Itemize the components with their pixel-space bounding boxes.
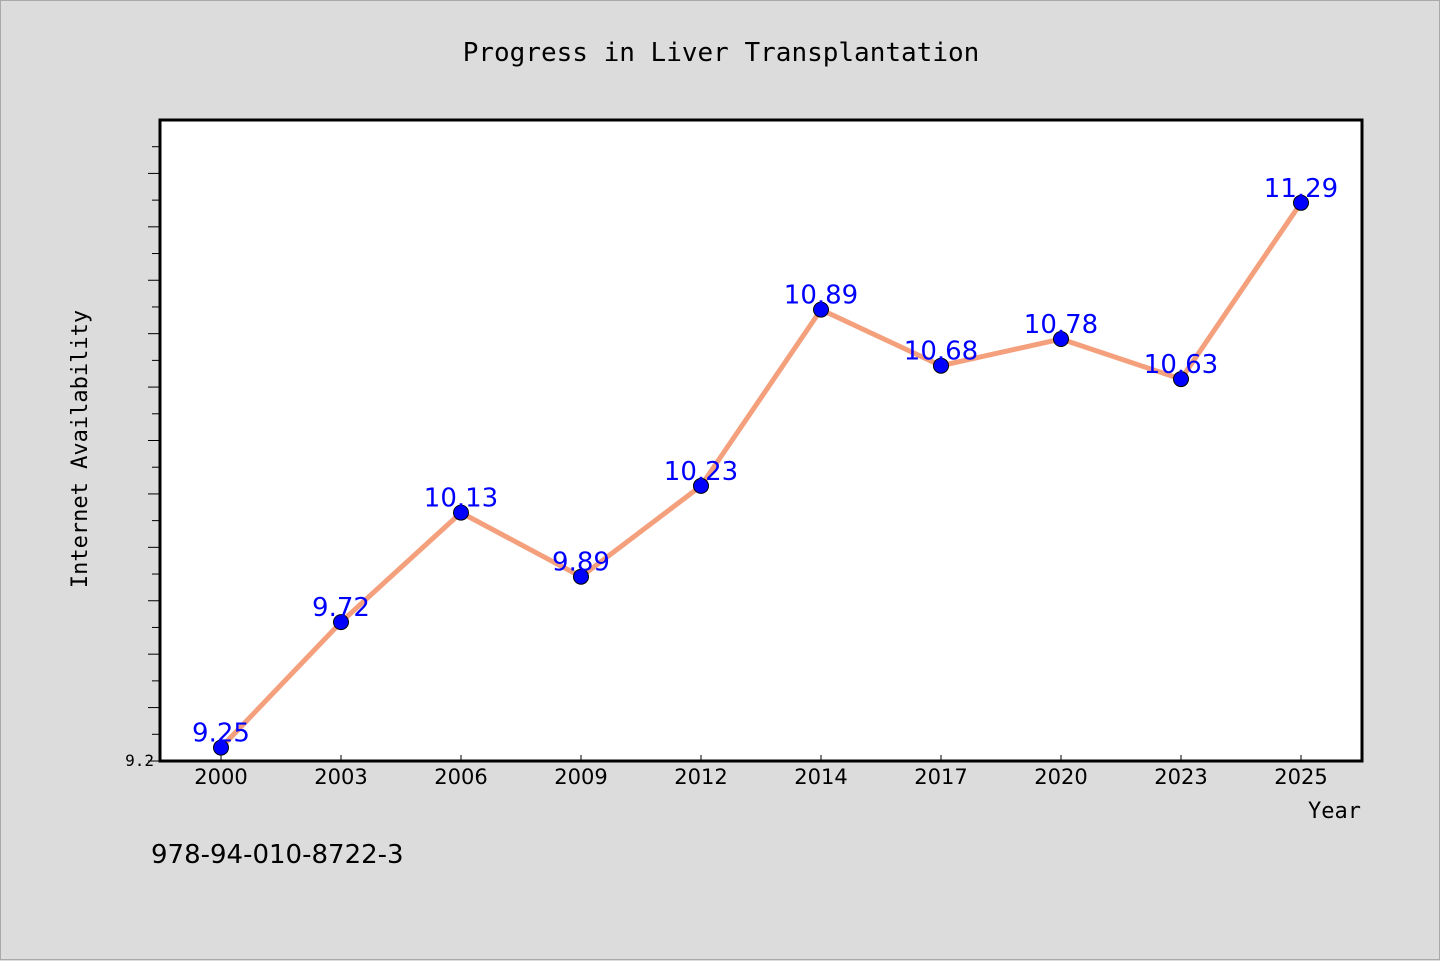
- chart-title: Progress in Liver Transplantation: [463, 38, 980, 68]
- x-axis-ticks: 2000 2003 2006 2009 2012 2014 2017 2020 2023 2025: [194, 755, 1328, 789]
- series-line: [218, 200, 1304, 751]
- data-point: [573, 568, 589, 585]
- data-point: [1293, 194, 1309, 211]
- data-label: 11.29: [1264, 174, 1338, 204]
- data-label: 9.89: [552, 548, 610, 578]
- plot-area: [158, 118, 1364, 763]
- x-tick-label: 2012: [674, 765, 727, 789]
- data-point: [213, 739, 229, 756]
- x-tick-label: 2017: [914, 765, 967, 789]
- y-tick-label: 9.2: [125, 751, 154, 770]
- data-point: [1053, 331, 1069, 348]
- x-tick-label: 2009: [554, 765, 607, 789]
- data-point: [933, 357, 949, 374]
- data-point: [693, 477, 709, 494]
- data-label: 9.25: [192, 719, 250, 749]
- data-point: [1173, 371, 1189, 388]
- data-point: [813, 301, 829, 318]
- data-label: 9.72: [312, 593, 370, 623]
- data-markers: [213, 194, 1309, 756]
- x-tick-label: 2006: [434, 765, 487, 789]
- data-label: 10.63: [1144, 350, 1218, 380]
- data-labels: 9.25 9.72 10.13 9.89 10.23 10.89 10.68 10.78 10.…: [192, 174, 1338, 749]
- series-line-group: [218, 200, 1304, 751]
- data-point: [453, 504, 469, 521]
- x-tick-label: 2025: [1274, 765, 1327, 789]
- y-axis-label: Internet Availability: [68, 310, 93, 588]
- x-tick-label: 2000: [194, 765, 247, 789]
- x-tick-label: 2023: [1154, 765, 1207, 789]
- x-tick-label: 2020: [1034, 765, 1087, 789]
- data-label: 10.68: [904, 337, 978, 367]
- x-tick-label: 2014: [794, 765, 847, 789]
- data-point: [333, 614, 349, 631]
- data-label: 10.23: [664, 457, 738, 487]
- data-label: 10.89: [784, 281, 858, 311]
- data-label: 10.78: [1024, 310, 1098, 340]
- x-axis-label: Year: [1308, 799, 1361, 824]
- y-axis-ticks: 9.2: [125, 146, 160, 770]
- footer-code: 978-94-010-8722-3: [151, 840, 404, 870]
- x-tick-label: 2003: [314, 765, 367, 789]
- data-label: 10.13: [424, 484, 498, 514]
